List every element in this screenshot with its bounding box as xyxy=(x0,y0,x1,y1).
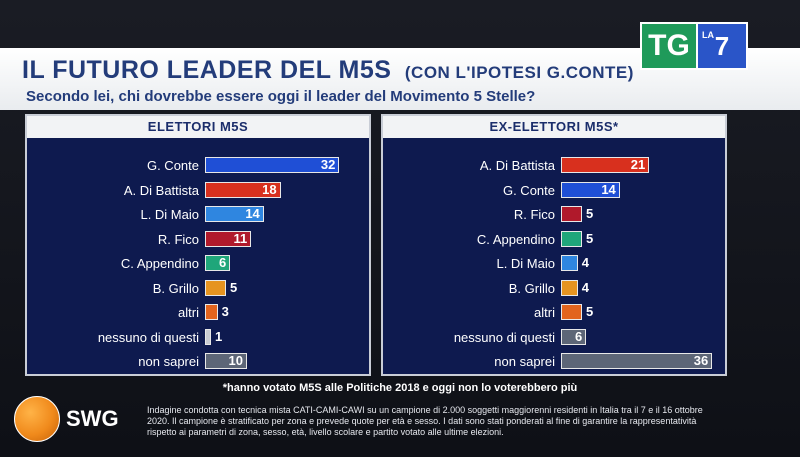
swg-logo: SWG xyxy=(14,396,119,442)
bar-row: C. Appendino 5 xyxy=(383,230,725,250)
category-label: nessuno di questi xyxy=(97,329,199,345)
category-label: A. Di Battista xyxy=(479,158,555,173)
bar-row: G. Conte 32 xyxy=(27,156,369,176)
category-label: B. Grillo xyxy=(152,280,199,296)
chart-panel-elettori: ELETTORI M5S G. Conte 32 A. Di Battista 18 L… xyxy=(25,114,371,376)
logo-la: LA xyxy=(702,30,714,40)
bar-row: non saprei 36 xyxy=(383,352,725,372)
bar-row: B. Grillo 5 xyxy=(27,279,369,299)
category-label: C. Appendino xyxy=(476,231,555,247)
bar-row: B. Grillo 4 xyxy=(383,279,725,299)
title-main: IL FUTURO LEADER DEL M5S xyxy=(22,56,392,84)
panel-title: ELETTORI M5S xyxy=(27,116,369,138)
page-title: IL FUTURO LEADER DEL M5S (CON L'IPOTESI … xyxy=(22,56,634,85)
bar xyxy=(205,279,226,296)
logo-seven: 7 xyxy=(714,30,730,61)
value-label: 1 xyxy=(215,328,223,344)
value-label: 32 xyxy=(320,157,336,172)
title-sub: (CON L'IPOTESI G.CONTE) xyxy=(404,63,634,82)
bar xyxy=(205,181,281,198)
value-label: 10 xyxy=(228,353,243,368)
category-label: non saprei xyxy=(494,354,555,369)
category-label: R. Fico xyxy=(157,231,199,247)
category-label: altri xyxy=(178,305,199,320)
value-label: 5 xyxy=(586,230,594,246)
category-label: R. Fico xyxy=(513,207,555,222)
swg-globe-icon xyxy=(14,396,60,442)
bar-row: nessuno di questi 1 xyxy=(27,328,369,348)
value-label: 3 xyxy=(221,304,229,319)
value-label: 5 xyxy=(586,304,594,319)
bar-row: R. Fico 5 xyxy=(383,205,725,225)
value-label: 21 xyxy=(630,157,646,172)
bar-row: L. Di Maio 4 xyxy=(383,254,725,274)
panel-title: EX-ELETTORI M5S* xyxy=(383,116,725,138)
bar xyxy=(205,230,252,247)
bar xyxy=(205,328,211,345)
bar xyxy=(561,255,578,271)
category-label: L. Di Maio xyxy=(496,256,555,271)
tg-la7-logo: TG LA 7 xyxy=(640,22,748,70)
category-label: G. Conte xyxy=(502,182,555,198)
bar xyxy=(561,181,620,198)
bar-row: L. Di Maio 14 xyxy=(27,205,369,225)
value-label: 6 xyxy=(218,255,227,270)
bar xyxy=(205,255,231,271)
category-label: L. Di Maio xyxy=(140,207,199,222)
category-label: A. Di Battista xyxy=(123,182,199,198)
bar xyxy=(205,304,218,320)
value-label: 4 xyxy=(581,255,590,270)
methodology-note: Indagine condotta con tecnica mista CATI… xyxy=(147,405,703,437)
bar xyxy=(205,157,340,173)
bar-row: G. Conte 14 xyxy=(383,181,725,201)
bar-row: nessuno di questi 6 xyxy=(383,328,725,348)
category-label: G. Conte xyxy=(146,158,199,173)
bar-row: A. Di Battista 18 xyxy=(27,181,369,201)
bar xyxy=(561,157,650,173)
bar xyxy=(561,230,582,247)
value-label: 5 xyxy=(586,206,594,221)
value-label: 14 xyxy=(245,206,260,221)
value-label: 18 xyxy=(262,181,277,197)
bar xyxy=(561,279,578,296)
category-label: B. Grillo xyxy=(508,280,555,296)
value-label: 5 xyxy=(230,279,238,295)
value-label: 4 xyxy=(581,279,590,295)
swg-brand: SWG xyxy=(66,406,119,431)
chart-panel-ex-elettori: EX-ELETTORI M5S* A. Di Battista 21 G. Cont… xyxy=(381,114,727,376)
bar xyxy=(205,206,264,222)
category-label: nessuno di questi xyxy=(453,329,555,345)
bar-row: non saprei 10 xyxy=(27,352,369,372)
bar xyxy=(561,328,587,345)
footnote: *hanno votato M5S alle Politiche 2018 e … xyxy=(222,382,578,394)
bar-row: C. Appendino 6 xyxy=(27,254,369,274)
value-label: 6 xyxy=(574,328,583,344)
category-label: non saprei xyxy=(138,354,199,369)
survey-question: Secondo lei, chi dovrebbe essere oggi il… xyxy=(26,88,536,105)
value-label: 11 xyxy=(233,230,248,246)
bar xyxy=(205,353,247,369)
bar xyxy=(561,206,582,222)
bar xyxy=(561,353,713,369)
category-label: altri xyxy=(534,305,555,320)
bar-row: R. Fico 11 xyxy=(27,230,369,250)
bar-row: altri 5 xyxy=(383,303,725,323)
value-label: 36 xyxy=(693,353,709,368)
logo-tg: TG xyxy=(640,22,698,70)
category-label: C. Appendino xyxy=(120,256,199,271)
bar xyxy=(561,304,582,320)
bar-row: altri 3 xyxy=(27,303,369,323)
bar-row: A. Di Battista 21 xyxy=(383,156,725,176)
value-label: 14 xyxy=(601,181,616,197)
logo-la7: LA 7 xyxy=(698,22,748,70)
